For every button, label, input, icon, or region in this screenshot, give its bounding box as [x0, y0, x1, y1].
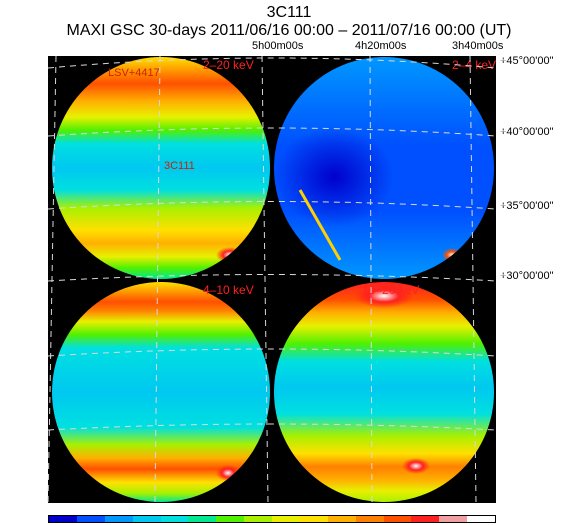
sky-map-disk — [52, 57, 270, 279]
dec-grid-line — [47, 274, 497, 282]
colorbar-swatch — [383, 516, 412, 522]
colorbar-swatch — [188, 516, 217, 522]
colorbar-swatch — [132, 516, 161, 522]
energy-band-label: 10–20 keV — [362, 283, 420, 297]
scan-artifact — [298, 189, 342, 261]
energy-band-label: 2–4 keV — [452, 58, 496, 72]
chart-subtitle: MAXI GSC 30-days 2011/06/16 00:00 – 2011… — [66, 22, 512, 39]
ra-grid-line — [47, 55, 57, 504]
dec-tick-label: +40°00'00" — [500, 126, 554, 138]
ra-tick-label: 3h40m00s — [452, 40, 504, 52]
colorbar-swatch — [299, 516, 328, 522]
dec-tick-label: +35°00'00" — [500, 200, 554, 212]
colorbar-swatch — [244, 516, 272, 522]
colorbar-swatch — [411, 516, 440, 522]
colorbar-swatch — [49, 516, 77, 522]
ra-grid-line — [469, 55, 477, 504]
chart-title: 3C111 — [266, 4, 312, 21]
sky-map-disk — [52, 282, 270, 502]
dec-tick-label: +45°00'00" — [500, 55, 554, 67]
colorbar-swatch — [467, 516, 495, 522]
colorbar-swatch — [76, 516, 105, 522]
ra-grid-line — [369, 55, 373, 504]
dec-grid-line — [47, 348, 497, 357]
dec-grid-line — [47, 127, 497, 137]
dec-grid-line — [47, 201, 497, 210]
sky-map-disk — [274, 282, 494, 502]
ra-grid-line — [261, 55, 269, 504]
colorbar-swatch — [439, 516, 468, 522]
ra-grid-line — [154, 55, 161, 504]
energy-band-label: 4–10 keV — [203, 283, 254, 297]
energy-band-label: 2–20 keV — [203, 58, 254, 72]
colorbar — [48, 515, 496, 523]
colorbar-swatch — [355, 516, 384, 522]
dec-grid-line — [47, 423, 497, 431]
colorbar-swatch — [272, 516, 300, 522]
dec-tick-label: +30°00'00" — [500, 270, 554, 282]
sky-map-disk — [274, 57, 494, 279]
ra-tick-label: 5h00m00s — [252, 40, 304, 52]
source-label: 3C111 — [164, 160, 195, 172]
panel-2-4kev: 2–4 keV — [272, 56, 496, 281]
colorbar-swatch — [160, 516, 189, 522]
ra-tick-label: 4h20m00s — [355, 40, 407, 52]
panel-10-20kev: 10–20 keV — [272, 281, 496, 503]
colorbar-swatch — [216, 516, 245, 522]
dec-grid-line — [47, 57, 497, 69]
source-label: LSV+4417 — [108, 67, 160, 79]
colorbar-swatch — [104, 516, 133, 522]
colorbar-swatch — [327, 516, 356, 522]
panel-4-10kev: 4–10 keV — [48, 281, 272, 503]
